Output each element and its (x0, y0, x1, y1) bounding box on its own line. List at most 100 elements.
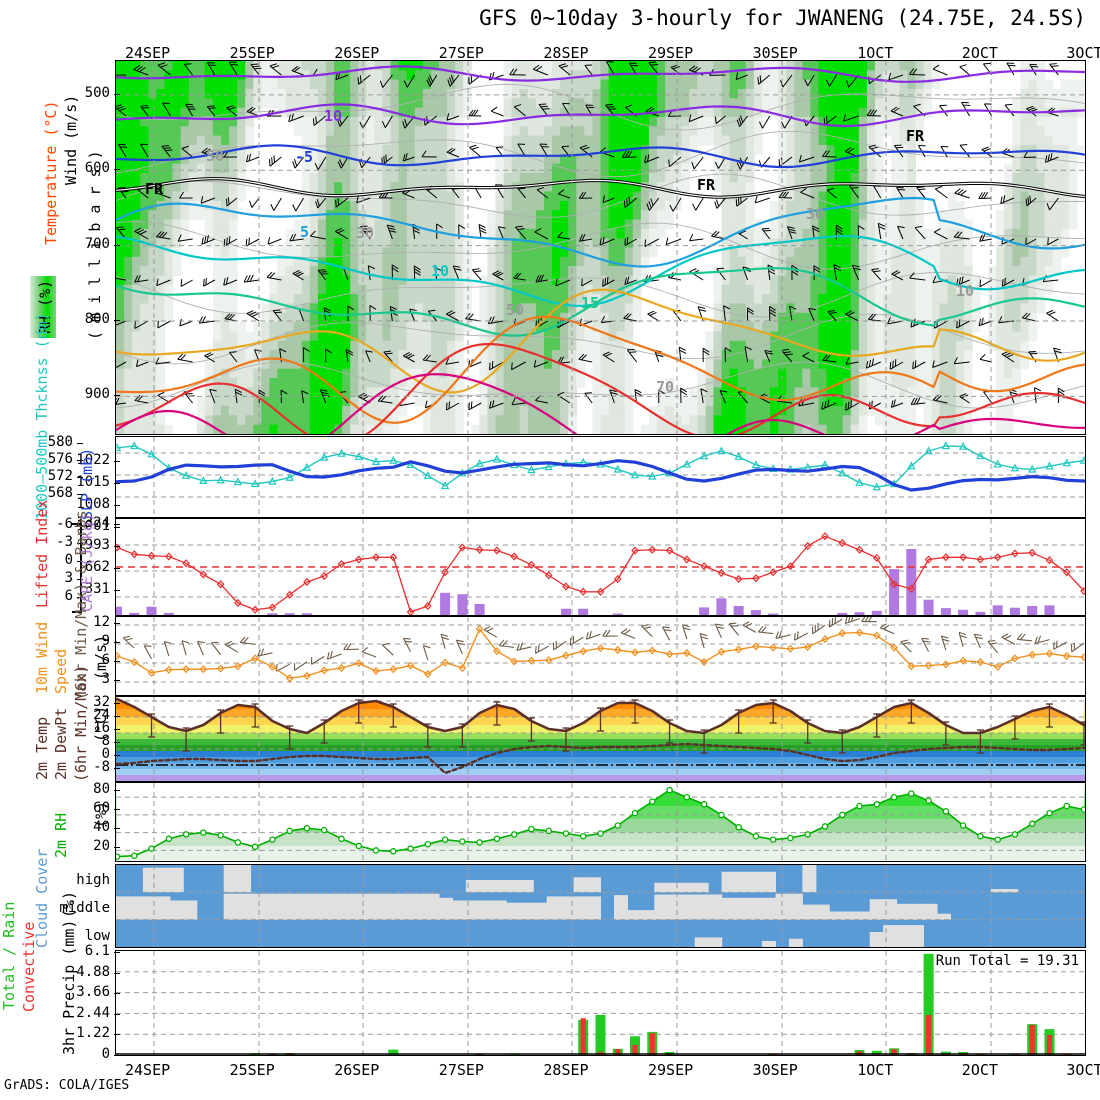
axis-tick-mark (114, 1055, 120, 1056)
precip-axis-title: 3hr Precip (mm) (60, 919, 78, 1055)
axis-tick-mark (114, 755, 120, 756)
pressure-tick-500: 500 (84, 84, 110, 101)
date-label-29sep: 29SEP (648, 44, 694, 62)
precip-panel: Run Total = 19.31 (115, 950, 1086, 1056)
lifted-index-bracket (72, 523, 82, 613)
rh2m-tick-40: 40 (93, 819, 110, 835)
dewpt2m-axis-title: 2m DewPt (52, 707, 70, 780)
cape-tick-662: 662 (84, 559, 110, 575)
precip-tick-2-44: 2.44 (76, 1004, 110, 1021)
upper-air-panel: 10 -5 FR 5 10 15 FR FR 50 30 50 70 30 10 (115, 60, 1086, 435)
date-label-3oct: 3OCT (1066, 1061, 1100, 1079)
rh2m-tick-20: 20 (93, 838, 110, 854)
run-total-label: Run Total = 19.31 (935, 953, 1079, 969)
thickness-tick-580: 580 (47, 434, 73, 450)
date-label-26sep: 26SEP (334, 1061, 380, 1079)
wind-speed-panel (115, 616, 1086, 696)
lifted-index-cape-panel (115, 518, 1086, 616)
axis-tick-mark (77, 443, 83, 444)
axis-tick-mark (114, 546, 120, 547)
pressure-tick-900: 900 (84, 386, 110, 403)
axis-tick-mark (114, 169, 120, 171)
temp-tick--8: -8 (93, 759, 110, 775)
axis-tick-mark (114, 1013, 120, 1015)
date-label-30sep: 30SEP (752, 44, 798, 62)
slp-tick-1015: 1015 (76, 474, 110, 490)
date-label-28sep: 28SEP (543, 44, 589, 62)
slp-thickness-panel (115, 436, 1086, 518)
precip-tick-3-66: 3.66 (76, 984, 110, 1001)
date-label-25sep: 25SEP (229, 1061, 275, 1079)
temp-tick-24: 24 (93, 707, 110, 723)
axis-tick-mark (114, 505, 120, 506)
precip-tick-6-1: 6.1 (84, 943, 110, 959)
wind-axis-title: Wind (m/s) (62, 94, 80, 185)
date-label-24sep: 24SEP (125, 1061, 171, 1079)
lifted-index-tick--3: -3 (56, 534, 73, 550)
axis-tick-mark (114, 590, 120, 591)
precip-tick-0: 0 (101, 1046, 110, 1062)
axis-tick-mark (114, 642, 120, 643)
axis-tick-mark (114, 1034, 120, 1036)
temp-units-axis-title: (°C) (92, 705, 110, 742)
temperature-panel (115, 696, 1086, 782)
precip-tick-4-88: 4.88 (76, 963, 110, 980)
thickness-tick-568: 568 (47, 485, 73, 501)
cloud-row-label-low: low (84, 928, 110, 944)
temp-tick-32: 32 (93, 694, 110, 710)
date-label-30sep: 30SEP (752, 1061, 798, 1079)
axis-tick-mark (114, 623, 120, 624)
axis-tick-mark (114, 847, 120, 848)
cloud-units-axis-title: (%) (60, 890, 78, 918)
lifted-index-tick--6: -6 (56, 516, 73, 532)
slp-tick-1001: 1001 (76, 518, 110, 534)
axis-tick-mark (77, 460, 83, 461)
pressure-tick-600: 600 (84, 160, 110, 177)
axis-tick-mark (114, 680, 120, 681)
date-label-2oct: 2OCT (961, 44, 998, 62)
axis-tick-mark (114, 716, 120, 717)
date-label-1oct: 1OCT (857, 44, 894, 62)
lifted-index-tick-0: 0 (64, 552, 73, 568)
wind-tick-6: 6 (101, 652, 110, 668)
date-label-29sep: 29SEP (648, 1061, 694, 1079)
axis-tick-mark (114, 972, 120, 974)
minmax-axis-title: (6hr Min/Max) (72, 664, 90, 782)
axis-tick-mark (114, 483, 120, 484)
slp-tick-1008: 1008 (76, 496, 110, 512)
temp-tick-0: 0 (101, 746, 110, 762)
slp-tick-1022: 1022 (76, 452, 110, 468)
temp-tick-8: 8 (101, 733, 110, 749)
axis-tick-mark (114, 828, 120, 829)
temperature-axis-title: Temperature (°C) (42, 100, 60, 246)
axis-tick-mark (114, 244, 120, 246)
pressure-tick-700: 700 (84, 235, 110, 252)
page-title: GFS 0~10day 3-hourly for JWANENG (24.75E… (479, 6, 1086, 30)
date-label-27sep: 27SEP (438, 44, 484, 62)
axis-tick-mark (114, 524, 120, 525)
rh2m-units-axis-title: (%) (92, 800, 110, 828)
convective-legend: Convective (20, 921, 38, 1012)
cape-tick-1324: 1324 (76, 515, 110, 531)
precip-tick-1-22: 1.22 (76, 1025, 110, 1042)
date-label-28sep: 28SEP (543, 1061, 589, 1079)
wind-tick-12: 12 (93, 614, 110, 630)
axis-tick-mark (77, 494, 83, 495)
axis-tick-mark (114, 768, 120, 769)
axis-tick-mark (114, 319, 120, 321)
axis-tick-mark (114, 809, 120, 810)
millibars-axis-title: ( m i l l i b a r s ) (86, 150, 104, 340)
rh-color-swatch (30, 276, 56, 338)
wind10m-axis-title: 10m Wind (33, 621, 51, 694)
cloud-cover-panel (115, 864, 1086, 948)
wind-units-axis-title: (m/s) (92, 634, 110, 680)
total-rain-legend: Total / Rain (0, 901, 18, 1010)
date-label-2oct: 2OCT (961, 1061, 998, 1079)
axis-tick-mark (114, 527, 120, 528)
wind-speed-axis-title: Speed (52, 648, 70, 694)
axis-tick-mark (114, 952, 120, 953)
date-label-26sep: 26SEP (334, 44, 380, 62)
rh2m-tick-80: 80 (93, 781, 110, 797)
axis-tick-mark (114, 661, 120, 662)
axis-tick-mark (114, 568, 120, 569)
